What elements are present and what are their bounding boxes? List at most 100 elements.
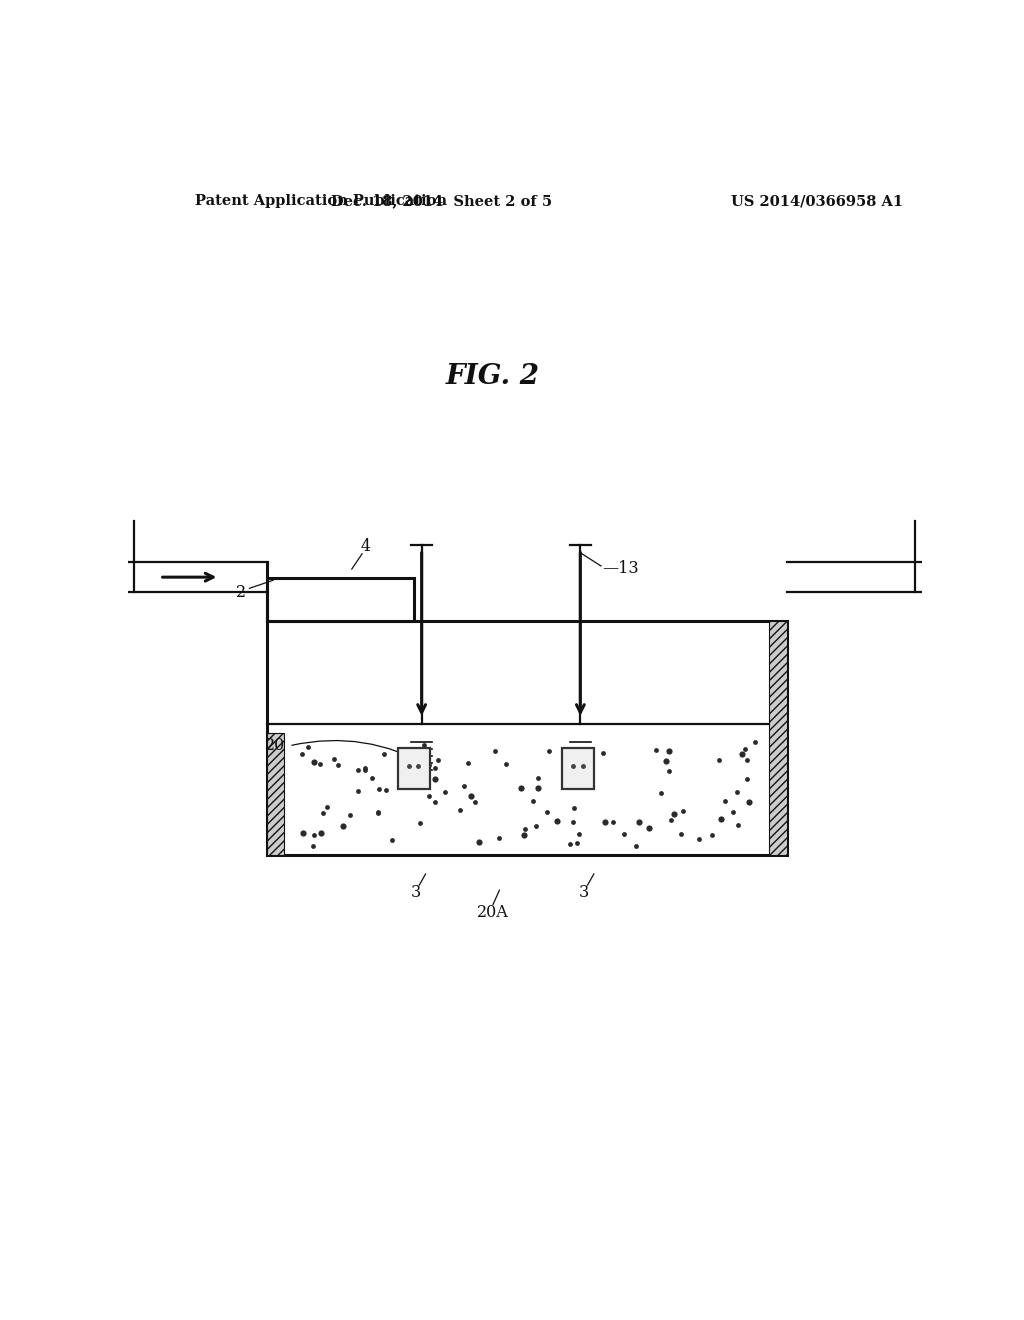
Point [566,797,583,818]
Point [416,734,432,755]
Point [314,803,331,824]
Point [430,750,446,771]
Point [675,800,691,821]
Point [605,812,622,833]
Point [746,731,763,752]
Point [690,828,707,849]
Point [628,836,644,857]
Text: 3: 3 [411,884,421,900]
Point [569,833,586,854]
Point [311,752,328,774]
Point [357,758,374,779]
Point [658,750,675,771]
Bar [267,733,285,854]
Text: US 2014/0366958 A1: US 2014/0366958 A1 [731,194,903,209]
Point [490,828,507,849]
Point [739,750,756,771]
Point [530,767,547,788]
Point [703,824,720,845]
Point [730,814,746,836]
Text: 2: 2 [237,583,247,601]
Point [319,797,336,818]
Point [711,748,727,770]
Point [525,789,542,810]
Point [466,791,482,812]
Point [729,781,745,803]
Point [295,822,311,843]
Point [660,760,677,781]
Point [436,781,453,803]
Text: Dec. 18, 2014  Sheet 2 of 5: Dec. 18, 2014 Sheet 2 of 5 [331,194,552,209]
Point [357,760,374,781]
Point [528,816,545,837]
Point [571,824,588,845]
Point [631,810,647,832]
Point [660,741,677,762]
Point [300,737,316,758]
Point [427,758,443,779]
Point [371,777,387,799]
Point [306,825,323,846]
Point [341,805,357,826]
Point [713,809,729,830]
Point [597,810,613,832]
Point [541,741,557,762]
Point [427,768,443,789]
Bar [267,578,414,620]
Text: 4: 4 [361,539,371,556]
Point [335,816,351,837]
Point [412,812,428,833]
Point [516,824,532,845]
Point [294,743,310,764]
Text: 3: 3 [580,884,590,900]
Text: 20A: 20A [477,904,509,921]
Point [486,741,503,762]
Point [725,801,741,822]
Point [666,803,682,824]
Point [349,759,366,780]
Point [305,836,322,857]
Point [673,824,689,845]
Bar [562,748,594,788]
Bar [397,748,430,788]
Point [498,752,514,774]
Point [427,792,443,813]
Point [463,785,479,807]
Point [513,777,529,799]
Point [717,789,733,810]
Point [739,770,756,791]
Point [548,810,564,832]
Bar [769,620,786,854]
Point [647,739,664,760]
Point [737,738,754,759]
Text: Patent Application Publication: Patent Application Publication [196,194,447,209]
Point [565,748,582,770]
Point [733,743,750,764]
Bar [267,620,786,854]
Point [529,777,546,799]
Point [516,818,532,840]
Point [664,809,680,830]
Point [652,783,669,804]
Point [376,743,392,764]
Point [616,824,633,845]
Point [370,801,386,822]
Point [313,822,330,843]
Point [452,800,468,821]
Point [595,742,611,763]
Text: FIG. 2: FIG. 2 [446,363,540,391]
Point [562,833,579,854]
Point [406,768,422,789]
Text: —13: —13 [602,560,639,577]
Point [384,829,400,850]
Point [641,817,657,838]
Point [456,776,472,797]
Point [741,792,758,813]
Point [330,755,346,776]
Point [306,751,323,772]
Point [564,812,581,833]
Text: 20: 20 [265,738,285,754]
Point [326,748,342,770]
Point [421,754,437,775]
Point [370,803,386,824]
